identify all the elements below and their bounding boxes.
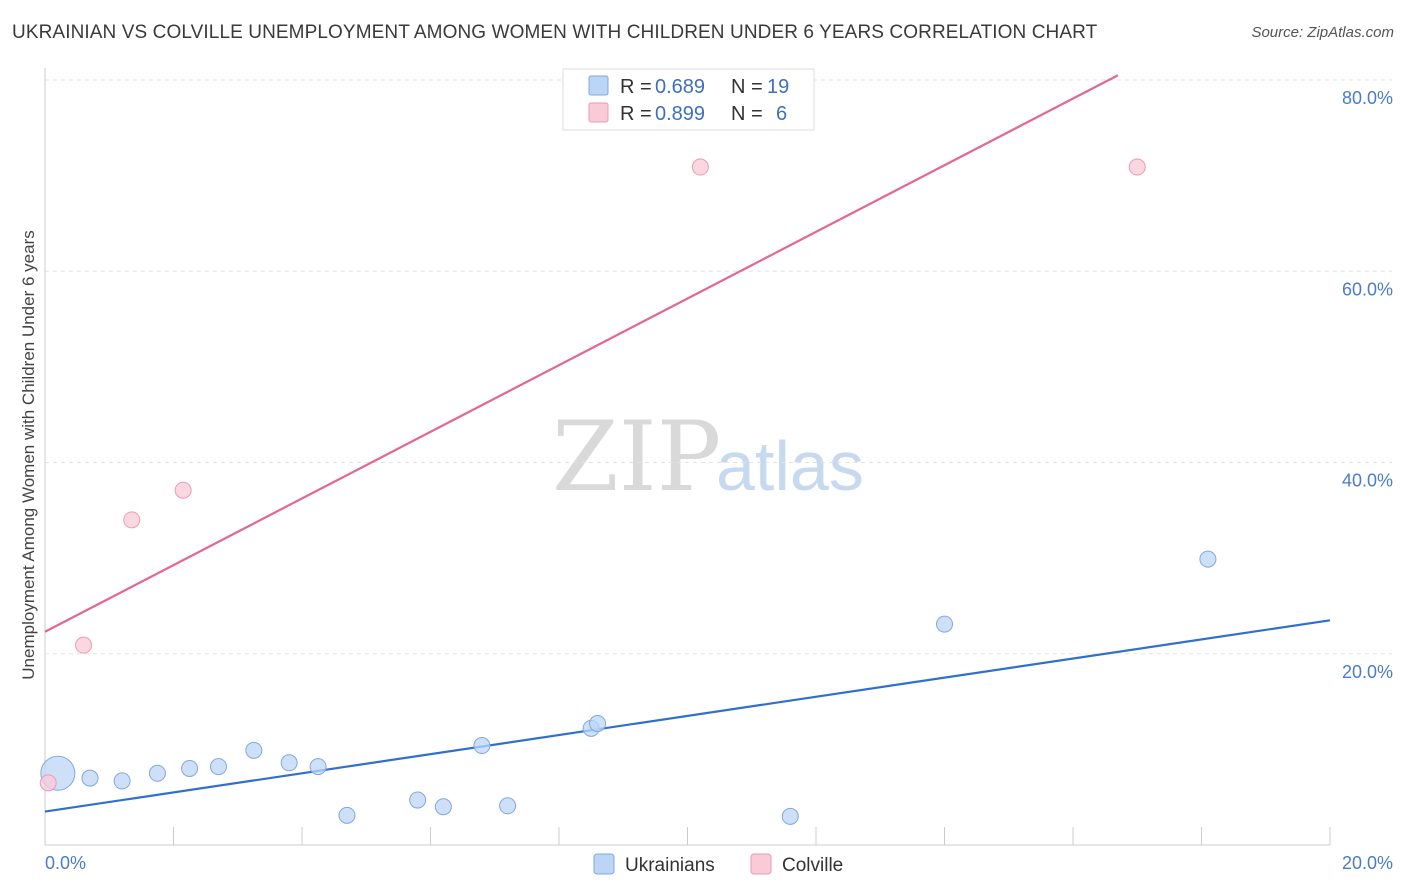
legend-n-value: 6: [776, 103, 787, 125]
legend-r-value: 0.689: [655, 76, 705, 98]
source-label: Source: ZipAtlas.com: [1251, 24, 1394, 41]
data-point-ukrainians: [473, 737, 491, 755]
x-tick-label: 0.0%: [45, 853, 86, 873]
y-tick-label: 40.0%: [1342, 471, 1393, 491]
data-point-ukrainians: [280, 754, 298, 772]
axes: [44, 68, 1331, 846]
legend-r-value: 0.899: [655, 103, 705, 125]
legend-swatch-colville: [588, 102, 609, 123]
data-points: [39, 158, 1217, 825]
data-point-ukrainians: [148, 764, 166, 782]
chart-title: UKRAINIAN VS COLVILLE UNEMPLOYMENT AMONG…: [12, 22, 1098, 43]
legend-n-label: N =: [731, 103, 763, 125]
legend-n-label: N =: [731, 76, 763, 98]
legend-r-label: R =: [620, 76, 652, 98]
data-point-ukrainians: [499, 797, 517, 815]
data-point-ukrainians: [309, 758, 327, 776]
trend-line-colville: [44, 74, 1119, 633]
legend-swatch-ukrainians: [593, 853, 615, 875]
data-point-ukrainians: [245, 741, 263, 759]
legend-label-ukrainians: Ukrainians: [625, 855, 715, 876]
data-point-colville: [1128, 158, 1146, 176]
data-point-colville: [691, 158, 709, 176]
data-point-colville: [123, 511, 141, 529]
series-legend: Ukrainians Colville: [593, 853, 843, 876]
data-point-ukrainians: [589, 715, 607, 733]
data-point-ukrainians: [181, 760, 199, 777]
legend-label-colville: Colville: [782, 855, 843, 876]
data-point-ukrainians: [81, 769, 99, 787]
data-point-ukrainians: [1199, 550, 1217, 568]
data-point-colville: [174, 481, 192, 499]
x-tick-label: 20.0%: [1342, 853, 1393, 873]
data-point-ukrainians: [781, 807, 799, 825]
data-point-ukrainians: [209, 758, 227, 776]
y-axis-label: Unemployment Among Women with Children U…: [19, 230, 38, 679]
data-point-colville: [75, 636, 93, 654]
legend-swatch-ukrainians: [588, 75, 609, 96]
y-tick-label: 60.0%: [1342, 279, 1393, 299]
data-point-ukrainians: [113, 772, 131, 790]
data-point-colville: [39, 774, 57, 792]
trend-line-ukrainians: [44, 619, 1331, 813]
trend-lines: [44, 74, 1331, 813]
y-tick-label: 80.0%: [1342, 88, 1393, 108]
data-point-ukrainians: [936, 615, 953, 633]
y-tick-label: 20.0%: [1342, 662, 1393, 682]
tick-labels: 20.0% 40.0% 60.0% 80.0% 0.0% 20.0%: [45, 88, 1393, 873]
gridlines: [45, 79, 1392, 655]
watermark-atlas: atlas: [716, 427, 864, 505]
data-point-ukrainians: [409, 791, 427, 809]
data-point-ukrainians: [338, 806, 356, 824]
legend-n-value: 19: [767, 76, 789, 98]
watermark-zip: ZIP: [552, 401, 721, 513]
correlation-legend: R = 0.689 N = 19 R = 0.899 N = 6: [562, 68, 815, 131]
legend-swatch-colville: [750, 853, 772, 875]
legend-r-label: R =: [620, 103, 652, 125]
data-point-ukrainians: [434, 798, 452, 816]
